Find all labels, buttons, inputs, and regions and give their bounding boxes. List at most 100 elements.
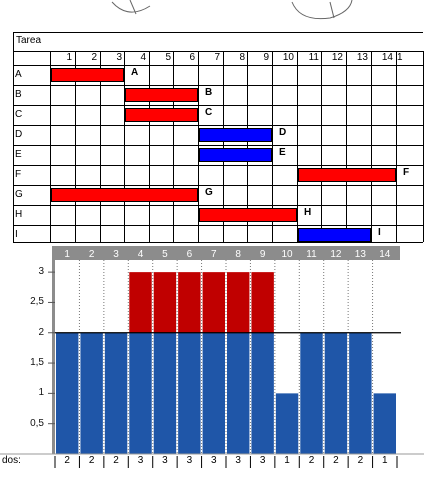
period-label: 3 [113,249,119,260]
task-name: I [15,229,18,240]
grid-hline [13,225,423,226]
grid-hline [13,105,423,106]
grid-vline [149,51,150,242]
grid-vline [396,51,397,242]
period-number: 11 [308,52,319,63]
period-number: 9 [263,52,269,63]
task-bar-label: A [131,67,139,78]
task-bar-label: H [304,207,312,218]
total-value: 3 [162,455,168,466]
task-bar[interactable] [298,228,371,242]
total-value: 3 [186,455,193,466]
total-value: 2 [88,455,95,466]
grid-vline [13,32,14,242]
period-label: 10 [281,249,293,260]
task-name: G [15,189,23,200]
task-name: B [15,89,22,100]
period-label: 8 [235,249,241,260]
y-tick-label: 3 [38,266,44,278]
task-bar[interactable] [51,188,198,202]
grid-vline [297,51,298,242]
grid-hline [13,85,423,86]
period-number: 12 [331,52,343,63]
bar-base [80,332,103,454]
period-label: 11 [306,249,317,260]
bar-base [104,332,128,454]
period-label: 5 [162,249,168,260]
total-value: 2 [333,455,339,466]
task-name: C [15,109,23,120]
total-value: 3 [137,455,144,466]
task-name: A [15,69,22,80]
grid-hline [13,32,423,33]
task-bar[interactable] [298,168,396,182]
bar-base [324,332,348,454]
period-number: 2 [91,52,97,63]
task-bar[interactable] [199,128,272,142]
period-number: 14 [381,52,393,63]
bar-overload [129,272,152,333]
total-value: 3 [211,455,217,466]
grid-vline [346,51,347,242]
bar-base [129,332,152,454]
period-number: 7 [214,52,220,63]
task-bar[interactable] [51,68,124,82]
task-name: D [15,129,23,140]
period-number: 5 [165,52,171,63]
period-number: 13 [356,52,368,63]
grid-vline [124,51,125,242]
y-tick-label: 2,5 [30,296,44,308]
task-bar-label: E [279,147,286,158]
grid-vline [173,51,174,242]
y-tick-label: 1,5 [30,357,44,369]
period-label: 2 [88,249,95,260]
bar-base [373,393,396,454]
bar-base [349,332,372,454]
bar-base [300,332,323,454]
grid-hline [13,125,423,126]
period-number: 4 [140,52,146,63]
grid-hline [13,65,423,66]
bar-base [153,332,177,454]
total-value: 2 [308,455,315,466]
bar-base [202,332,225,454]
total-value: 2 [357,455,364,466]
resource-histogram: 0,5 1 1,5 2 2,5 3 1 2 3 4 5 6 7 8 9 10 11 12 13 14 dos: 2 2 2 3 3… [0,246,424,478]
period-label: 12 [330,249,342,260]
total-value: 1 [284,455,290,466]
table-header-label: Tarea [16,35,42,46]
bar-overload [251,272,274,333]
period-label: 1 [64,249,70,260]
period-number: 3 [116,52,122,63]
total-value: 1 [382,455,388,466]
grid-vline [223,51,224,242]
sketch-doodle [111,0,353,20]
grid-vline [50,51,51,242]
task-bar-label: C [205,107,213,118]
period-number: 6 [189,52,195,63]
task-bar[interactable] [125,108,198,122]
grid-vline [75,51,76,242]
y-tick-label: 2 [38,326,44,338]
task-bar[interactable] [199,208,297,222]
period-label: 13 [354,249,366,260]
task-bar-label: D [279,127,287,138]
task-bar[interactable] [199,148,272,162]
grid-hline [13,185,423,186]
task-name: E [15,149,22,160]
y-tick-label: 0,5 [30,417,44,429]
task-bar-label: I [378,227,381,238]
grid-vline [247,51,248,242]
bar-overload [153,272,177,333]
task-name: F [15,169,22,180]
grid-vline [272,51,273,242]
grid-hline [13,51,423,52]
totals-label: dos: [2,455,21,466]
period-label: 4 [137,249,144,260]
period-number: 1 [66,52,72,63]
left-frame [52,246,56,454]
bar-base [178,332,201,454]
task-bar[interactable] [125,88,198,102]
grid-vline [371,51,372,242]
period-label: 6 [186,249,193,260]
